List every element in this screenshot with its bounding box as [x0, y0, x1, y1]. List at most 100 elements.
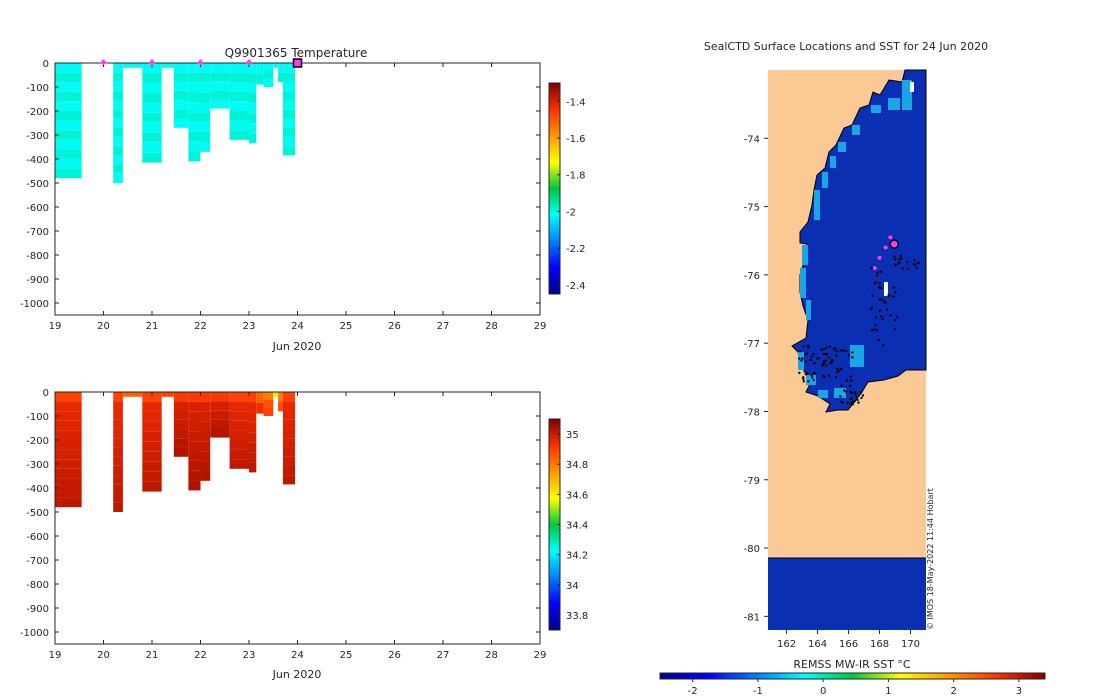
x-tick-label: 20 [97, 321, 110, 332]
profile-cell [55, 459, 82, 469]
track-dot [834, 347, 837, 350]
profile-marker [100, 59, 107, 65]
colorbar-tick-label: -2.4 [566, 281, 586, 292]
profile-cell [282, 419, 296, 429]
y-tick-label: -900 [26, 604, 49, 615]
salinity-y-axis: 0 -100 -200 -300 -400 -500 -600 -700 -800 -900 -10… [20, 388, 540, 639]
profile-cell [55, 168, 82, 179]
track-dot [855, 395, 859, 399]
profile-cell [282, 72, 296, 82]
track-dot [870, 329, 874, 332]
profile-cell [263, 392, 274, 400]
y-tick-label: -700 [26, 556, 49, 567]
y-tick-label: -500 [26, 179, 49, 190]
track-dot [894, 290, 897, 294]
map-y-tick-label: -80 [744, 544, 760, 555]
track-dot [854, 391, 857, 394]
profile-cell [55, 392, 82, 402]
profile-cell [249, 123, 257, 134]
profile-cell [210, 81, 230, 91]
track-dot [832, 347, 836, 350]
profile-cell [273, 392, 279, 397]
temperature-axes-box [54, 62, 541, 316]
track-dot [882, 344, 885, 347]
profile-cell [142, 92, 162, 103]
track-dot [822, 362, 825, 365]
profile-cell [263, 408, 274, 416]
track-dot [802, 345, 805, 348]
track-dot [824, 352, 827, 356]
track-dot [851, 356, 854, 359]
profile-cell [229, 449, 249, 460]
track-dot [869, 307, 873, 311]
profile-cell [229, 63, 249, 73]
track-dot [806, 344, 810, 347]
profile-cell [210, 419, 230, 429]
track-dot [875, 329, 878, 332]
x-tick-label: 22 [194, 321, 207, 332]
profile-cell [142, 481, 162, 492]
track-dot [895, 315, 899, 318]
profile-cell [173, 447, 189, 457]
sst-colorbar-tick-label: 0 [820, 686, 826, 697]
profile-cell [273, 63, 279, 68]
colorbar-tick-label: -2 [566, 207, 576, 218]
profile-cell [113, 392, 123, 402]
profile-cell [282, 118, 296, 128]
track-dot [813, 362, 816, 365]
track-dot [879, 270, 883, 273]
colorbar-tick-label: 34.8 [566, 460, 588, 471]
colorbar-tick-label: 34.6 [566, 490, 588, 501]
profile-cell [113, 456, 123, 466]
track-dot [861, 394, 865, 397]
x-tick-label: 26 [388, 321, 401, 332]
profile-cell [188, 401, 201, 412]
map-title: SealCTD Surface Locations and SST for 24… [704, 40, 988, 53]
profile-cell [278, 401, 283, 412]
track-dot [828, 356, 831, 359]
profile-cell [113, 146, 123, 156]
track-dot [812, 378, 815, 382]
profile-cell [188, 151, 201, 162]
profile-cell [282, 81, 296, 91]
track-dot [851, 351, 854, 354]
profile-cell [55, 101, 82, 111]
sst-colorbar-tick-label: -2 [688, 686, 698, 697]
track-dot [798, 371, 801, 375]
track-dot [893, 327, 897, 331]
temperature-title: Q9901365 Temperature [225, 46, 368, 60]
track-dot [877, 339, 880, 342]
profile-cell [188, 480, 201, 491]
y-tick-label: -200 [26, 107, 49, 118]
profile-cell [210, 392, 230, 402]
profile-cell [188, 92, 201, 103]
x-tick-label: 27 [437, 321, 450, 332]
profile-cell [113, 465, 123, 476]
map-x-axis: 162 164 166 168 170 [777, 630, 920, 650]
profile-cell [113, 118, 123, 128]
map-panel: SealCTD Surface Locations and SST for 24… [659, 40, 1046, 697]
profile-cell [55, 449, 82, 460]
colorbar-tick-label: 33.8 [566, 611, 588, 622]
profile-cell [229, 91, 249, 102]
x-tick-label: 22 [194, 650, 207, 661]
sst-colorbar-tick-label: -1 [753, 686, 763, 697]
y-tick-label: -100 [26, 412, 49, 423]
track-dot [821, 364, 824, 367]
profile-cell [278, 63, 283, 73]
track-dot [810, 374, 813, 377]
profile-cell [188, 131, 201, 142]
profile-cell [249, 103, 257, 114]
track-dot [812, 372, 816, 375]
track-dot [844, 349, 848, 353]
profile-cell [142, 132, 162, 143]
profile-cell [55, 401, 82, 412]
profile-cell [249, 73, 257, 84]
profile-cell [55, 497, 82, 508]
profile-cell [200, 82, 211, 93]
profile-cell [188, 460, 201, 471]
profile-cell [249, 432, 257, 443]
profile-cell [200, 112, 211, 123]
y-tick-label: -700 [26, 227, 49, 238]
track-dot [894, 318, 897, 322]
